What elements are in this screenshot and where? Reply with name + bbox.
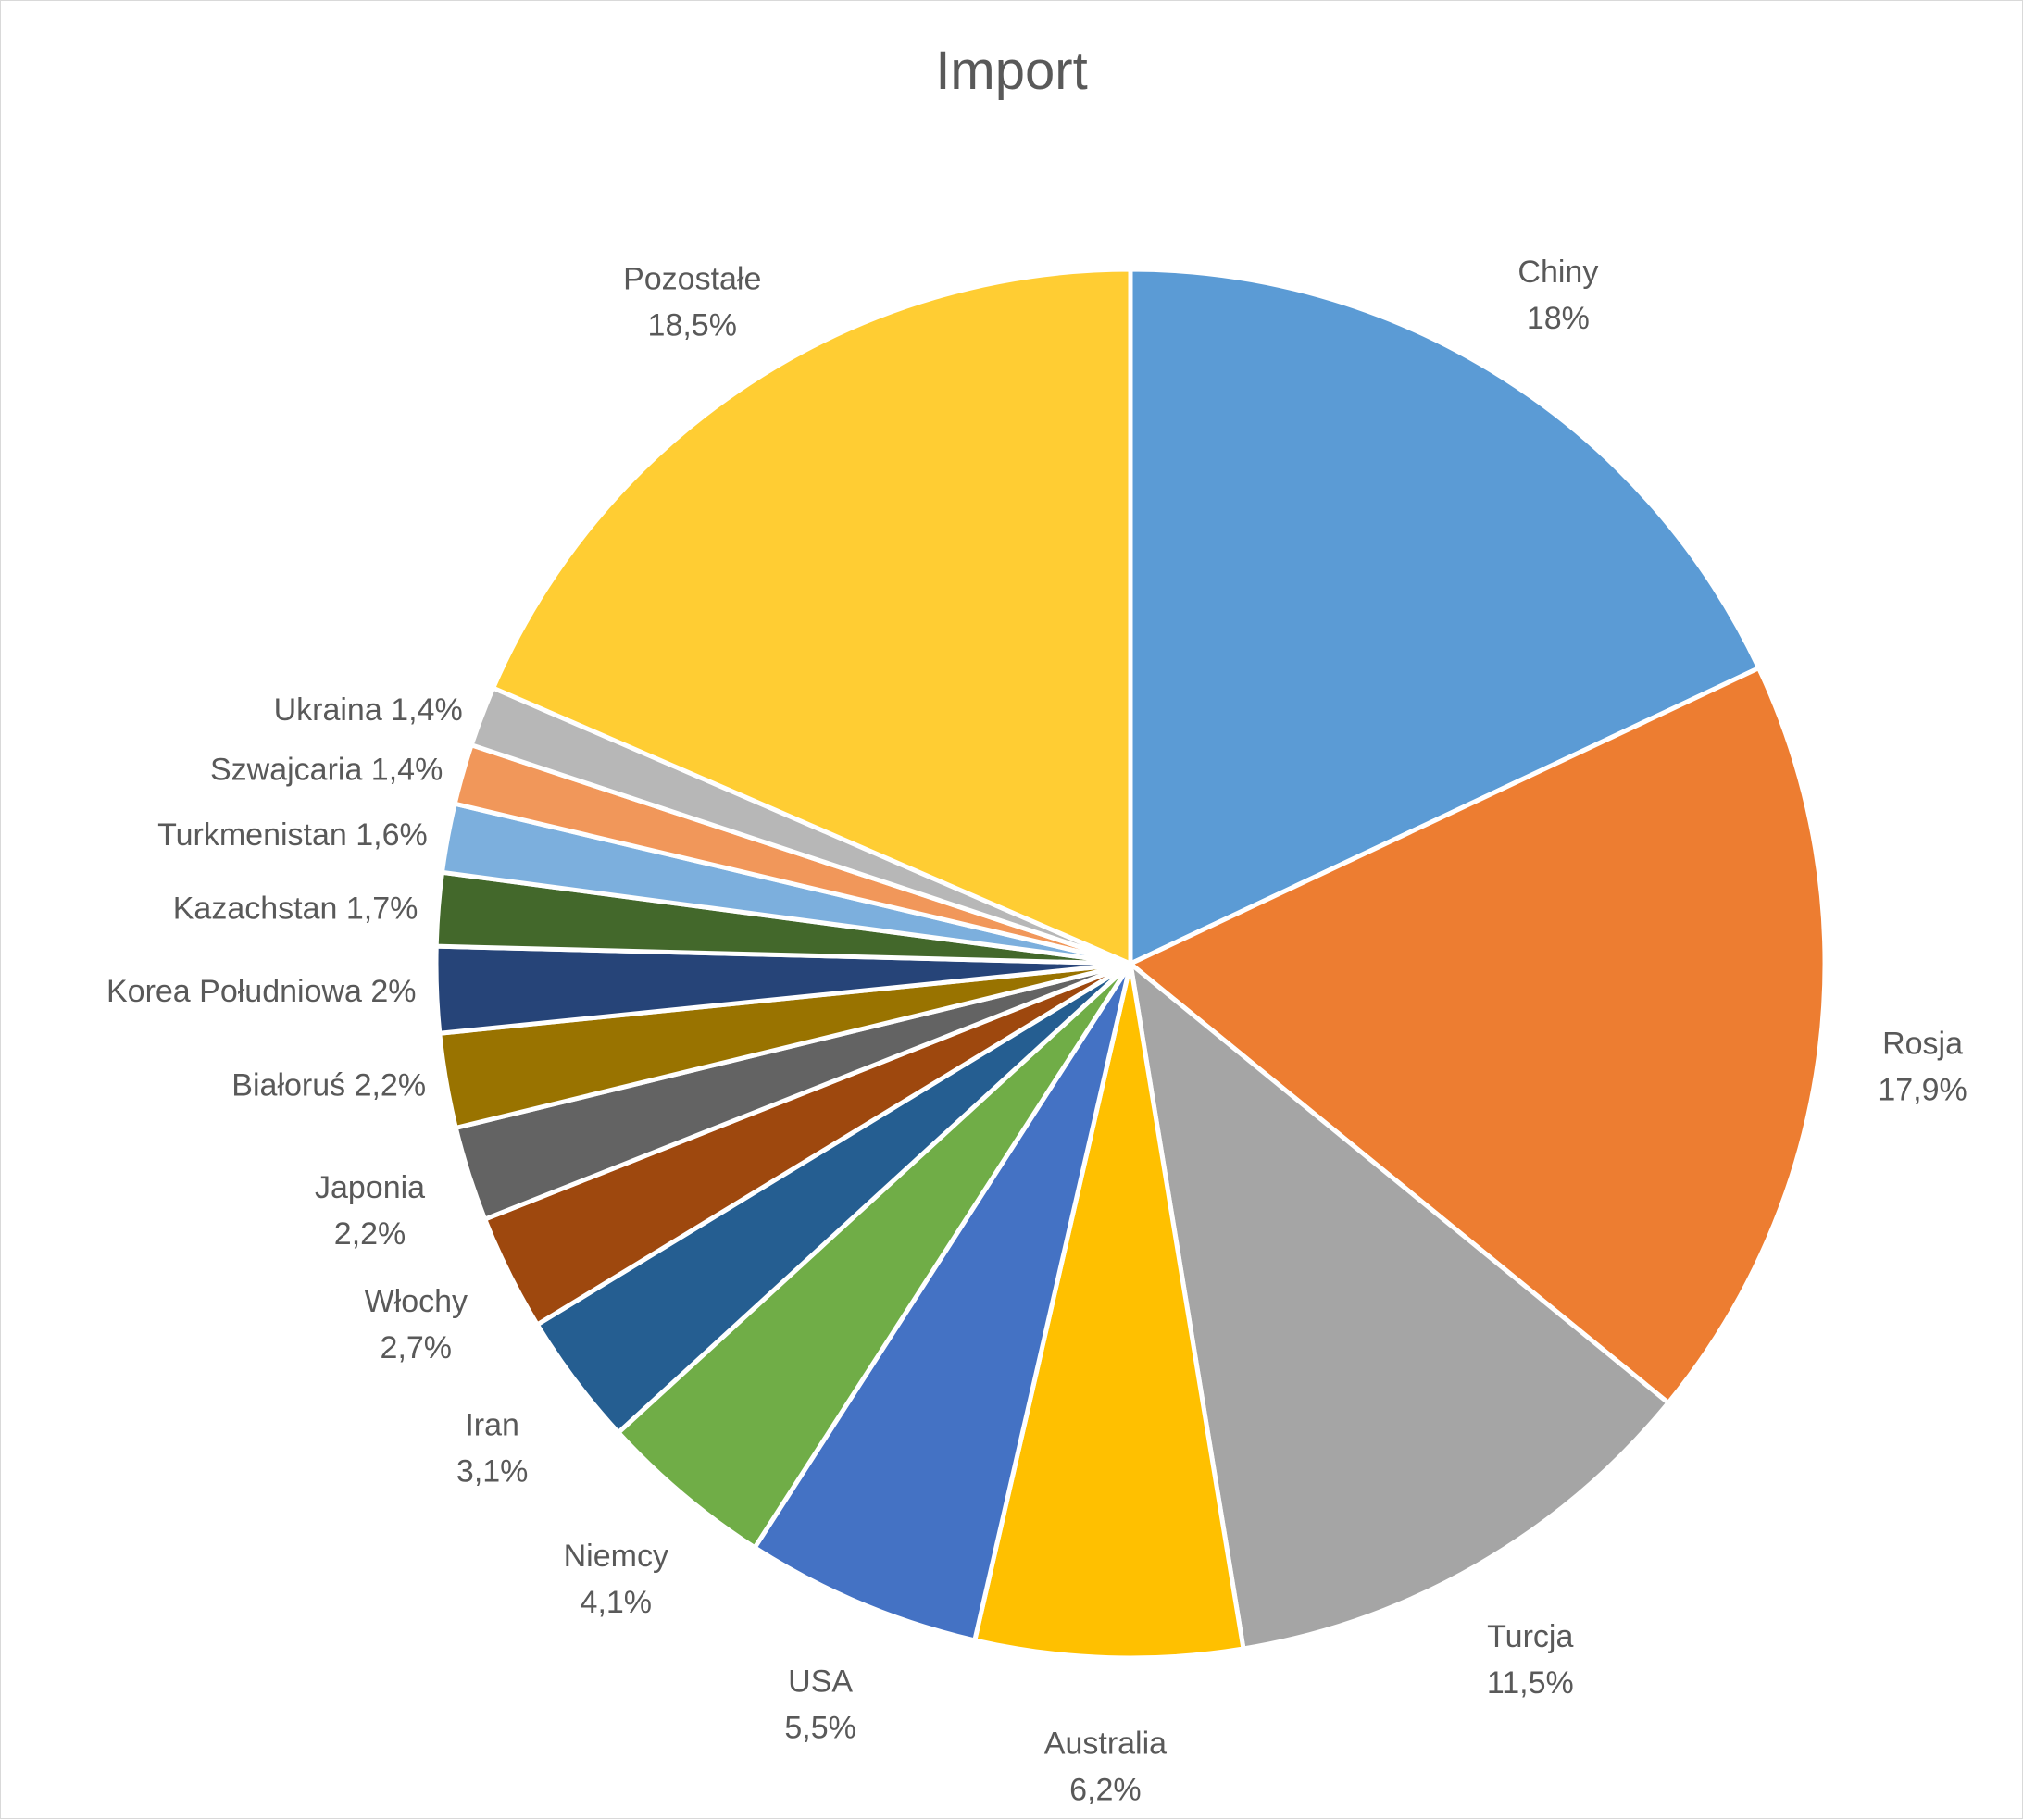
slice-label-turkmenistan: Turkmenistan 1,6% bbox=[157, 817, 428, 853]
slice-label-wlochy: Włochy 2,7% bbox=[365, 1284, 468, 1365]
slice-label-australia: Australia 6,2% bbox=[1044, 1727, 1167, 1808]
pie-slice-niemcy bbox=[616, 961, 1133, 1551]
slice-label-usa: USA 5,5% bbox=[784, 1664, 856, 1745]
pie-slice-pozostale bbox=[491, 267, 1133, 966]
slice-label-iran: Iran 3,1% bbox=[456, 1408, 529, 1490]
slice-label-pozostale: Pozostałe 18,5% bbox=[623, 262, 761, 343]
pie-labels: Chiny 18% Rosja 17,9% Turcja 11,5% Australia 6,… bbox=[106, 255, 1967, 1807]
slice-label-niemcy: Niemcy 4,1% bbox=[564, 1539, 668, 1620]
slice-label-chiny: Chiny 18% bbox=[1517, 255, 1598, 336]
slice-label-ukraina: Ukraina 1,4% bbox=[274, 692, 463, 728]
slice-label-korea-poludniowa: Korea Południowa 2% bbox=[106, 974, 417, 1009]
slice-label-bialorus: Białoruś 2,2% bbox=[231, 1067, 426, 1103]
slice-label-szwajcaria: Szwajcaria 1,4% bbox=[210, 752, 443, 787]
pie-slice-turcja bbox=[1128, 961, 1671, 1652]
pie-slices bbox=[433, 267, 1828, 1661]
slice-label-turcja: Turcja 11,5% bbox=[1487, 1619, 1574, 1701]
pie-slice-rosja bbox=[1128, 666, 1828, 1405]
pie-slice-australia bbox=[972, 961, 1246, 1661]
slice-label-rosja: Rosja 17,9% bbox=[1878, 1026, 1967, 1107]
slice-label-kazachstan: Kazachstan 1,7% bbox=[173, 891, 418, 926]
pie-slice-usa bbox=[752, 961, 1133, 1643]
slice-label-japonia: Japonia 2,2% bbox=[315, 1170, 425, 1252]
chart-title: Import bbox=[935, 41, 1088, 101]
pie-slice-chiny bbox=[1128, 267, 1762, 966]
